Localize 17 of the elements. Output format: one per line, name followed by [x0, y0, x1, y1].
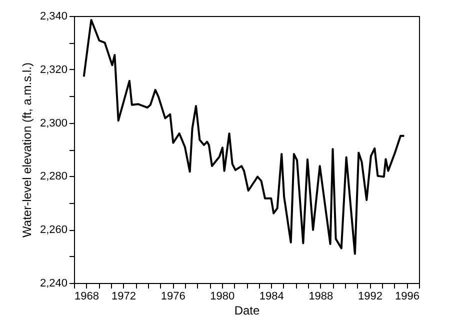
x-axis-title: Date: [234, 304, 260, 318]
x-tick-label: 1972: [112, 290, 136, 302]
y-tick-label: 2,340: [40, 10, 68, 22]
y-tick-label: 2,240: [40, 278, 68, 290]
x-tick-label: 1968: [74, 290, 99, 302]
x-tick-label: 1984: [259, 290, 284, 302]
y-tick-label: 2,280: [40, 170, 68, 183]
x-tick-label: 1996: [395, 290, 420, 302]
x-tick-label: 1980: [210, 290, 235, 302]
line-series: [82, 19, 406, 255]
y-tick-label: 2,320: [40, 64, 68, 76]
x-tick-label: 1992: [358, 290, 382, 302]
y-tick-label: 2,300: [40, 117, 68, 130]
x-tick-label: 1988: [308, 290, 334, 302]
y-tick-label: 2,260: [40, 224, 68, 236]
y-axis-title: Water-level elevation (ft, a.m.s.l.): [20, 62, 34, 238]
x-tick-label: 1976: [160, 290, 186, 302]
